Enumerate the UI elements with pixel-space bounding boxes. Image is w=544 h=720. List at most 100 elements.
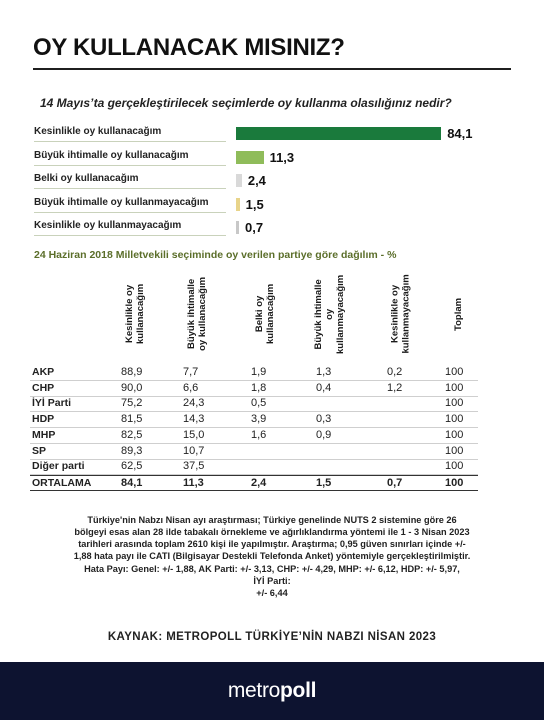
table-cell: 1,8	[251, 381, 267, 394]
table-cell: 7,7	[183, 366, 199, 378]
party-name: SP	[32, 444, 47, 457]
table-cell: 81,5	[121, 413, 143, 426]
table-cell: 100	[445, 366, 464, 378]
note-line: tarihleri arasında toplam 2610 kişi ile …	[78, 539, 466, 550]
table-total-row: ORTALAMA 84,1 11,3 2,4 1,5 0,7 100	[30, 474, 478, 491]
table-cell: 100	[445, 444, 464, 457]
bar	[236, 150, 264, 164]
bar-label-underline	[34, 141, 226, 142]
column-header: Kesinlikle oy kullanmayacağım	[372, 266, 432, 362]
table-cell: 1,3	[316, 366, 332, 378]
logo-part-light: metro	[227, 679, 281, 702]
note-line: Türkiye'nin Nabzı Nisan ayı araştırması;…	[87, 515, 457, 525]
table-cell: 24,3	[183, 397, 205, 410]
table-row: MHP 82,5 15,0 1,6 0,9 100	[30, 428, 478, 444]
bar-label-underline	[34, 164, 226, 166]
table-cell: 37,5	[183, 460, 205, 473]
table-cell: 100	[445, 476, 464, 489]
party-name: MHP	[32, 428, 56, 441]
table-cell: 100	[445, 428, 464, 441]
bar-label: Belki oy kullanacağım	[34, 173, 139, 184]
table-cell: 100	[445, 460, 464, 473]
column-header-text: Kesinlikle oy kullanacağım	[124, 283, 147, 345]
methodology-notes: Türkiye'nin Nabzı Nisan ayı araştırması;…	[34, 514, 510, 599]
table-cell: 62,5	[121, 460, 143, 473]
table-cell: 90,0	[121, 381, 143, 394]
note-line: Hata Payı: Genel: +/- 1,88, AK Parti: +/…	[84, 563, 460, 574]
table-cell: 75,2	[121, 397, 143, 410]
note-line: +/- 6,44	[256, 587, 288, 598]
table-cell: 88,9	[121, 366, 143, 378]
bar-label-underline	[34, 235, 226, 236]
note-line: İYİ Parti:	[253, 575, 291, 586]
bar-label: Büyük ihtimalle oy kullanmayacağım	[34, 196, 209, 208]
chart-question: 14 Mayıs’ta gerçekleştirilecek seçimlerd…	[40, 96, 452, 110]
table-cell: 100	[445, 381, 464, 394]
column-header-text: Büyük ihtimalle oy kullanmayacağım	[313, 274, 347, 354]
table-cell: 100	[445, 413, 464, 426]
bar	[236, 221, 239, 234]
table-cell: 0,9	[316, 428, 332, 441]
table-cell: 0,2	[387, 366, 403, 378]
table-cell: 10,7	[183, 444, 205, 457]
column-header-text: Büyük ihtimalle oy kullanacağım	[186, 277, 209, 351]
table-cell: 82,5	[121, 428, 143, 441]
bar-label: Büyük ihtimalle oy kullanacağım	[34, 149, 189, 161]
table-row: İYİ Parti 75,2 24,3 0,5 100	[30, 396, 478, 413]
table-cell: 0,4	[316, 381, 332, 394]
table-cell: 15,0	[183, 428, 205, 441]
table-cell: 1,5	[316, 476, 332, 489]
column-header: Belki oy kullanacağım	[236, 266, 296, 362]
column-header: Büyük ihtimalle oy kullanmayacağım	[301, 266, 361, 362]
table-cell: 14,3	[183, 413, 205, 426]
table-row: HDP 81,5 14,3 3,9 0,3 100	[30, 412, 478, 429]
table-cell: 2,4	[251, 476, 267, 489]
table-cell: 1,6	[251, 428, 267, 441]
bar-label-underline	[34, 211, 226, 213]
party-name: İYİ Parti	[32, 397, 72, 410]
table-cell: 11,3	[183, 476, 204, 489]
party-name: HDP	[32, 413, 55, 426]
table-row: SP 89,3 10,7 100	[30, 444, 478, 460]
footer-bar: metropoll	[0, 662, 544, 720]
table-cell: 1,2	[387, 381, 403, 394]
table-cell: 0,7	[387, 476, 403, 489]
column-header: Toplam	[430, 266, 490, 362]
table-cell: 3,9	[251, 413, 267, 426]
party-name: AKP	[32, 366, 55, 378]
note-line: 1,88 hata payı ile CATI (Bilgisayar Dest…	[73, 551, 471, 562]
party-name: Diğer parti	[32, 460, 85, 473]
note-line: bölgeyi esas alan 28 ilde tabakalı örnek…	[74, 527, 470, 538]
party-name: ORTALAMA	[32, 476, 92, 489]
table-cell: 0,3	[316, 413, 332, 426]
logo-part-bold: poll	[280, 679, 317, 702]
party-name: CHP	[32, 381, 55, 394]
metropoll-logo: metropoll	[227, 679, 317, 703]
bar-value-label: 2,4	[247, 173, 266, 188]
table-cell: 89,3	[121, 444, 143, 457]
column-header-text: Toplam	[453, 297, 465, 331]
bar	[236, 174, 242, 187]
table-cell: 84,1	[121, 476, 143, 489]
table-cell: 100	[445, 397, 464, 410]
bar-chart: Kesinlikle oy kullanacağım 84,1 Büyük ihti…	[34, 125, 514, 245]
bar-label-underline	[34, 188, 226, 189]
table-cell: 1,9	[251, 366, 267, 378]
table-subtitle: 24 Haziran 2018 Milletvekili seçiminde o…	[34, 249, 397, 261]
table-cell: 6,6	[183, 381, 199, 394]
title-divider	[33, 68, 511, 70]
bar-value-label: 11,3	[269, 149, 295, 165]
table-row: CHP 90,0 6,6 1,8 0,4 1,2 100	[30, 381, 478, 397]
bar	[236, 197, 240, 211]
bar	[236, 127, 442, 140]
page-title: OY KULLANACAK MISINIZ?	[33, 34, 345, 61]
column-header: Büyük ihtimalle oy kullanacağım	[168, 266, 228, 362]
bar-value-label: 1,5	[245, 196, 264, 212]
table-row: Diğer parti 62,5 37,5 100	[30, 459, 478, 476]
source-line: KAYNAK: METROPOLL TÜRKİYE’NİN NABZI NİSA…	[107, 631, 437, 643]
bar-label: Kesinlikle oy kullanacağım	[34, 126, 162, 137]
column-header-text: Belki oy kullanacağım	[254, 283, 277, 345]
column-header: Kesinlikle oy kullanacağım	[106, 266, 166, 362]
column-header-text: Kesinlikle oy kullanmayacağım	[390, 274, 412, 354]
table-cell: 0,5	[251, 397, 267, 410]
